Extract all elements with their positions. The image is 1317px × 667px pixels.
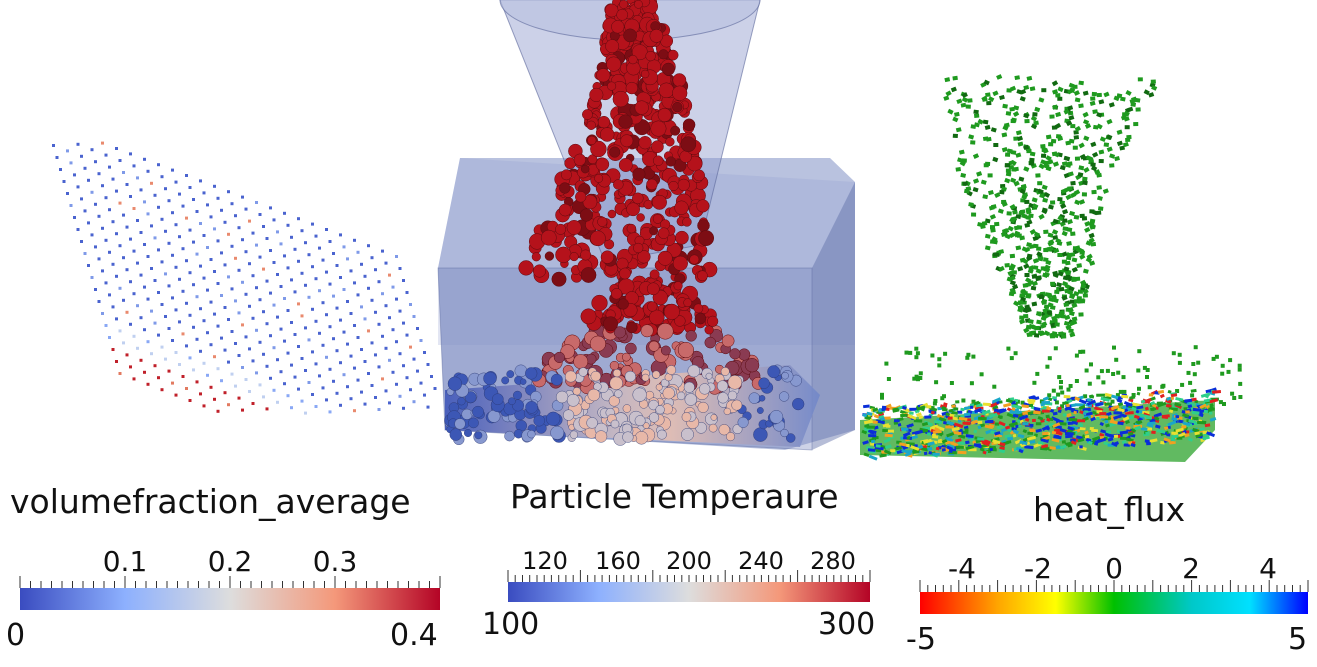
volumefraction-legend-title: volumefraction_average [10,482,411,521]
heatflux-tick-label: 2 [1182,552,1200,585]
heatflux-tick-label: -2 [1024,552,1052,585]
heatflux-tick-label: 4 [1259,552,1277,585]
heatflux-max-label: 5 [1288,622,1308,657]
volumefraction-tick-label: 0.2 [207,545,253,578]
temperature-tick-label: 120 [522,547,568,575]
heatflux-min-label: -5 [906,622,936,657]
temperature-min-label: 100 [482,607,540,642]
falling-particle-stream [444,0,805,446]
temperature-tick-label: 240 [738,547,784,575]
temperature-tick-label: 160 [595,547,641,575]
volumefraction-tick-label: 0.1 [102,545,148,578]
heat-flux-particle-bed [860,387,1222,462]
volumefraction-colorbar [20,588,440,610]
temperature-tick-label: 280 [810,547,856,575]
volumefraction-point-cloud [52,141,437,415]
volumefraction-max-label: 0.4 [390,618,438,653]
temperature-legend-title: Particle Temperaure [510,477,839,516]
temperature-tick-label: 200 [666,547,712,575]
temperature-max-label: 300 [818,607,876,642]
heatflux-legend-title: heat_flux [1033,490,1186,529]
temperature-colorbar [508,582,870,602]
volumefraction-tick-label: 0.3 [312,545,358,578]
heat-flux-particle-cloud [880,74,1243,409]
heatflux-colorbar [920,592,1308,614]
heatflux-tick-label: 0 [1105,552,1123,585]
volumefraction-min-label: 0 [6,618,26,653]
colorbar-tick-marks [19,570,1309,592]
heatflux-tick-label: -4 [948,552,976,585]
